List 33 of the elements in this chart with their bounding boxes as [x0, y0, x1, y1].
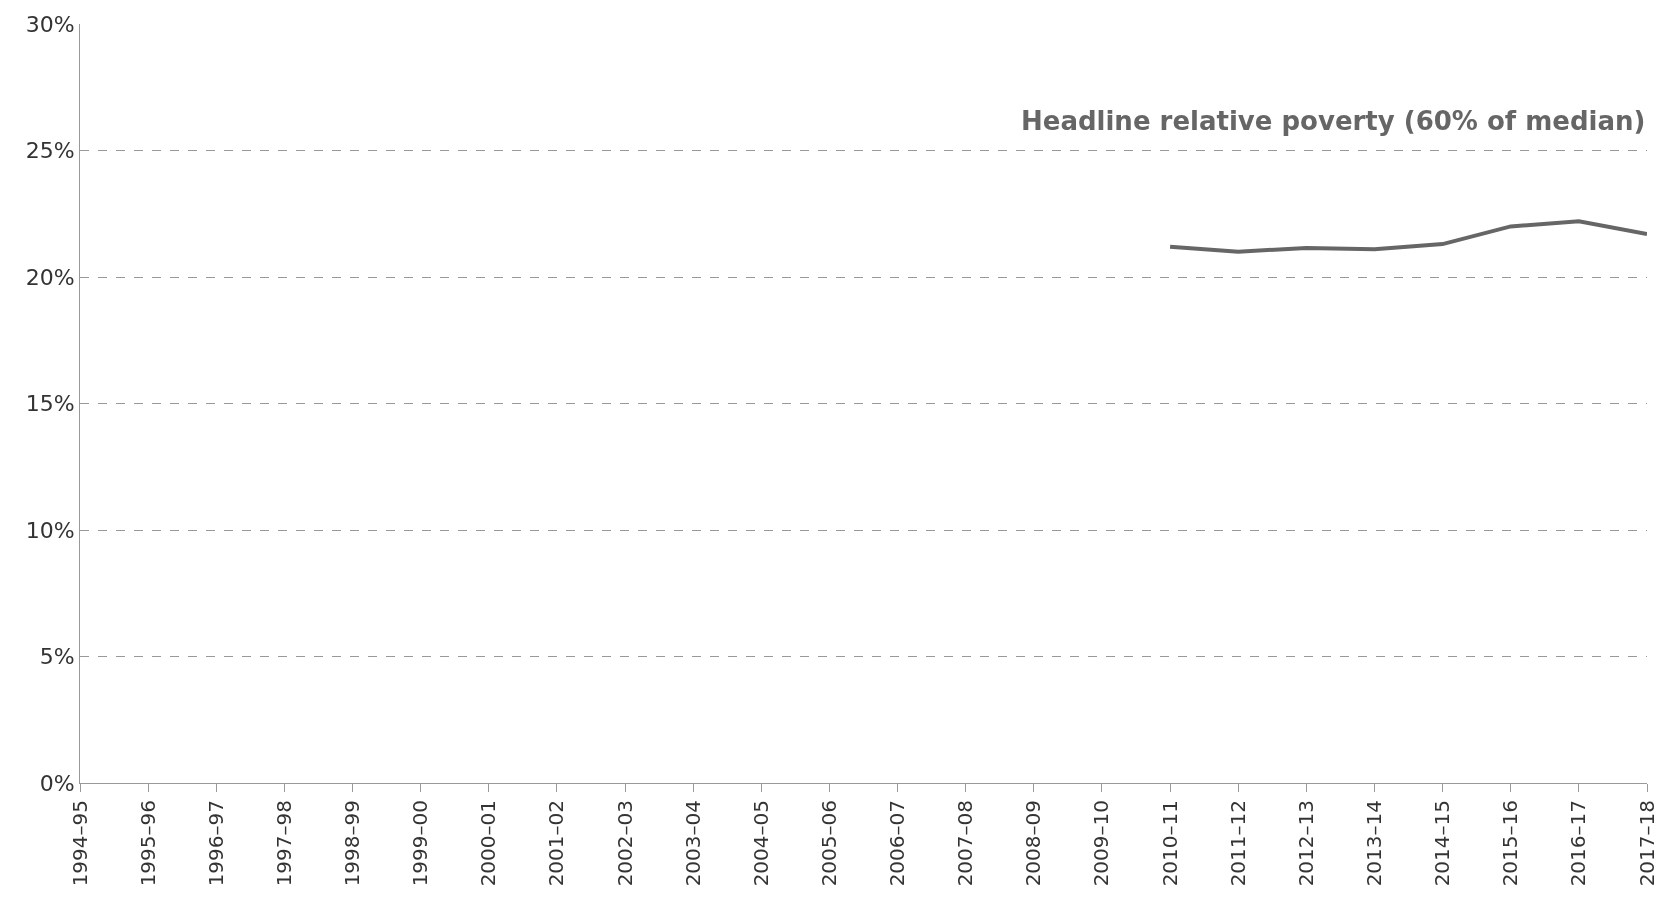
x-tick-label: 2010–11 — [1157, 800, 1182, 887]
x-tick-label: 2014–15 — [1430, 800, 1455, 887]
x-tick-label: 1996–97 — [203, 800, 228, 887]
y-tick-label: 30% — [25, 11, 75, 37]
x-tick-label: 1997–98 — [271, 800, 296, 887]
x-tick-label: 2016–17 — [1566, 800, 1591, 887]
line-series — [1168, 219, 1647, 254]
y-tick-label: 0% — [39, 770, 75, 796]
x-tick-label: 2012–13 — [1293, 800, 1318, 887]
y-tick-label: 15% — [25, 391, 75, 417]
x-tick-label: 2008–09 — [1021, 800, 1046, 887]
x-tick-label: 2007–08 — [953, 800, 978, 887]
x-tick-label: 2005–06 — [816, 800, 841, 887]
x-tick-label: 2001–02 — [544, 800, 569, 887]
x-tick-label: 1999–00 — [408, 800, 433, 887]
x-tick-label: 2017–18 — [1634, 800, 1659, 887]
x-tick-label: 2002–03 — [612, 800, 637, 887]
x-tick-label: 1994–95 — [67, 800, 92, 887]
y-tick-label: 25% — [25, 138, 75, 164]
y-tick-label: 10% — [25, 517, 75, 543]
x-tick-label: 2011–12 — [1225, 800, 1250, 887]
x-tick-label: 1998–99 — [340, 800, 365, 887]
x-tick-label: 2004–05 — [748, 800, 773, 887]
y-tick-label: 20% — [25, 264, 75, 290]
annotation: Headline relative poverty (60% of median) — [1021, 106, 1646, 136]
x-tick-label: 2009–10 — [1089, 800, 1114, 887]
x-tick-label: 2003–04 — [680, 800, 705, 887]
x-tick-label: 2000–01 — [476, 800, 501, 887]
x-tick-label: 2006–07 — [885, 800, 910, 887]
x-tick-label: 1995–96 — [135, 800, 160, 887]
x-tick-label: 2015–16 — [1498, 800, 1523, 887]
y-tick-label: 5% — [39, 644, 75, 670]
x-tick-label: 2013–14 — [1361, 800, 1386, 887]
